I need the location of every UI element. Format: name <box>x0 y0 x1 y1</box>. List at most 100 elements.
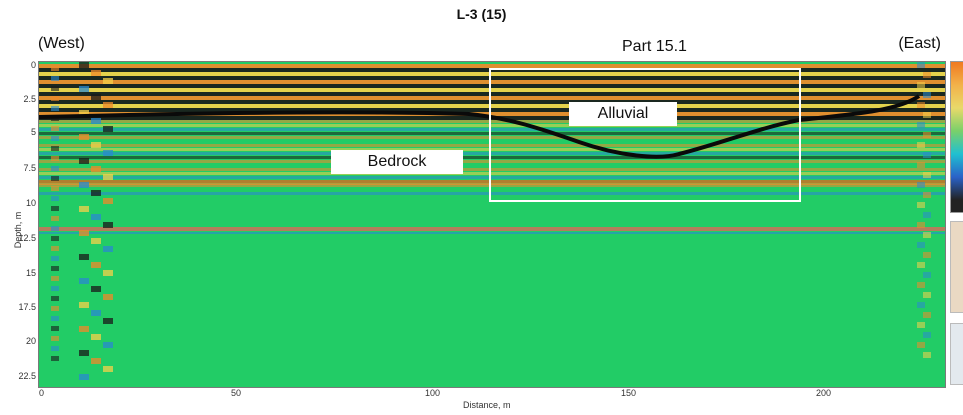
radar-noise <box>103 198 113 204</box>
radar-noise <box>51 216 59 221</box>
radar-band <box>39 192 945 195</box>
radar-noise <box>917 262 925 268</box>
radar-noise <box>103 342 113 348</box>
radar-noise <box>917 222 925 228</box>
radar-noise <box>923 152 931 158</box>
radar-noise <box>51 336 59 341</box>
radar-noise <box>91 286 101 292</box>
radar-noise <box>51 326 59 331</box>
radar-band <box>39 160 945 163</box>
radar-band <box>39 184 945 187</box>
radar-noise <box>79 278 89 284</box>
radar-band <box>39 148 945 151</box>
radar-band <box>39 164 945 167</box>
radar-noise <box>103 150 113 156</box>
y-axis-title: Depth, m <box>13 211 23 249</box>
radar-noise <box>51 266 59 271</box>
radar-noise <box>51 346 59 351</box>
x-tick: 50 <box>231 388 242 398</box>
radar-noise <box>103 270 113 276</box>
radar-noise <box>917 162 925 168</box>
y-tick: 10 <box>25 198 36 208</box>
radar-band <box>39 152 945 155</box>
radar-band <box>39 144 945 147</box>
radar-noise <box>923 352 931 358</box>
radar-noise <box>917 82 925 88</box>
radar-noise <box>91 334 101 340</box>
radar-noise <box>51 236 59 241</box>
radar-noise <box>79 374 89 380</box>
radar-band <box>39 232 945 234</box>
radar-band <box>39 136 945 139</box>
radar-noise <box>51 306 59 311</box>
radar-noise <box>91 118 101 124</box>
figure-title: L-3 (15) <box>456 6 507 22</box>
radar-noise <box>79 110 89 116</box>
y-tick: 15 <box>25 268 36 278</box>
radar-noise <box>79 86 89 92</box>
radar-band <box>39 172 945 175</box>
radar-noise <box>51 296 59 301</box>
radar-band <box>39 88 945 92</box>
radar-band <box>39 176 945 179</box>
radar-band <box>39 120 945 123</box>
radar-noise <box>51 156 59 161</box>
radar-noise <box>923 72 931 78</box>
boundary-line <box>39 94 921 159</box>
bedrock-label: Bedrock <box>331 150 463 174</box>
radar-noise <box>923 112 931 118</box>
radar-noise <box>923 232 931 238</box>
radar-noise <box>91 358 101 364</box>
radar-noise <box>917 242 925 248</box>
radar-noise <box>79 206 89 212</box>
radar-noise <box>91 262 101 268</box>
y-tick: 20 <box>25 336 36 346</box>
radar-band <box>39 80 945 84</box>
radar-band <box>39 132 945 135</box>
radar-noise <box>79 326 89 332</box>
radar-noise <box>51 186 59 191</box>
radar-noise <box>103 174 113 180</box>
side-panel-box <box>950 323 963 385</box>
radar-band <box>39 68 945 72</box>
radar-band <box>39 112 945 116</box>
part-label: Part 15.1 <box>622 38 687 55</box>
radar-noise <box>91 214 101 220</box>
radar-noise <box>103 222 113 228</box>
radar-noise <box>79 158 89 164</box>
radar-noise <box>923 332 931 338</box>
radar-noise <box>51 146 59 151</box>
radargram-image <box>39 62 945 387</box>
radar-noise <box>91 94 101 100</box>
side-panel <box>950 61 963 386</box>
radar-band <box>39 100 945 104</box>
radar-noise <box>103 246 113 252</box>
radar-noise <box>917 202 925 208</box>
radar-noise <box>51 246 59 251</box>
radar-noise <box>917 322 925 328</box>
radar-band <box>39 124 945 127</box>
radar-noise <box>923 92 931 98</box>
radar-band <box>39 180 945 185</box>
radar-noise <box>79 182 89 188</box>
alluvial-label: Alluvial <box>569 102 677 126</box>
radar-noise <box>923 132 931 138</box>
radar-band <box>39 76 945 80</box>
radar-noise <box>51 356 59 361</box>
radar-noise <box>91 142 101 148</box>
radar-noise <box>923 192 931 198</box>
y-tick: 22.5 <box>18 371 36 381</box>
radar-band <box>39 92 945 96</box>
radar-band <box>39 84 945 88</box>
y-tick: 2.5 <box>23 94 36 104</box>
radar-noise <box>51 286 59 291</box>
radar-noise <box>917 302 925 308</box>
radar-noise <box>923 292 931 298</box>
radar-noise <box>79 230 89 236</box>
radar-noise <box>51 196 59 201</box>
radar-band <box>39 108 945 112</box>
radar-band <box>39 72 945 76</box>
radar-band <box>39 188 945 191</box>
radar-band <box>39 227 945 231</box>
radar-noise <box>51 76 59 81</box>
